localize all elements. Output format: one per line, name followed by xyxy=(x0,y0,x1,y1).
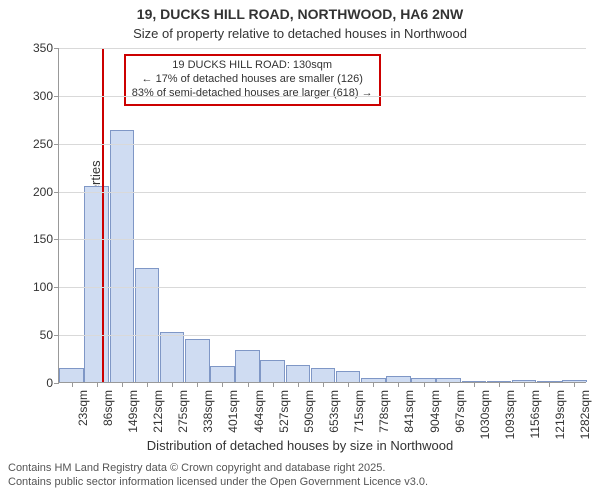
x-tick-mark xyxy=(147,382,148,387)
x-tick-mark xyxy=(348,382,349,387)
annotation-line-smaller: ← 17% of detached houses are smaller (12… xyxy=(132,73,373,87)
x-tick-label: 715sqm xyxy=(352,382,366,433)
x-tick-label: 23sqm xyxy=(76,382,90,426)
histogram-bar xyxy=(286,365,311,382)
histogram-bar xyxy=(185,339,210,382)
histogram-bar xyxy=(336,371,361,382)
x-tick-mark xyxy=(323,382,324,387)
x-tick-label: 967sqm xyxy=(453,382,467,433)
x-tick-mark xyxy=(172,382,173,387)
x-tick-label: 338sqm xyxy=(201,382,215,433)
histogram-bar xyxy=(235,350,260,382)
x-tick-mark xyxy=(524,382,525,387)
histogram-bar xyxy=(160,332,185,382)
annotation-title: 19 DUCKS HILL ROAD: 130sqm xyxy=(132,59,373,73)
y-tick-label: 350 xyxy=(33,41,59,55)
x-tick-label: 841sqm xyxy=(402,382,416,433)
y-tick-label: 0 xyxy=(46,376,59,390)
y-gridline xyxy=(59,96,586,97)
annotation-line-larger: 83% of semi-detached houses are larger (… xyxy=(132,87,373,101)
x-tick-label: 653sqm xyxy=(327,382,341,433)
x-tick-mark xyxy=(298,382,299,387)
chart-title-address: 19, DUCKS HILL ROAD, NORTHWOOD, HA6 2NW xyxy=(0,6,600,22)
histogram-chart: 19, DUCKS HILL ROAD, NORTHWOOD, HA6 2NW … xyxy=(0,0,600,500)
y-gridline xyxy=(59,144,586,145)
attribution-line: Contains public sector information licen… xyxy=(8,476,428,490)
y-tick-label: 200 xyxy=(33,185,59,199)
x-tick-label: 1093sqm xyxy=(503,382,517,439)
x-tick-label: 275sqm xyxy=(176,382,190,433)
attribution-footer: Contains HM Land Registry data © Crown c… xyxy=(8,462,428,490)
x-tick-mark xyxy=(72,382,73,387)
x-tick-mark xyxy=(97,382,98,387)
x-tick-mark xyxy=(474,382,475,387)
x-tick-label: 904sqm xyxy=(428,382,442,433)
property-marker-line xyxy=(102,48,104,382)
y-tick-label: 150 xyxy=(33,232,59,246)
x-tick-label: 590sqm xyxy=(302,382,316,433)
y-gridline xyxy=(59,48,586,49)
x-tick-label: 149sqm xyxy=(126,382,140,433)
histogram-bar xyxy=(84,186,109,382)
plot-area: 19 DUCKS HILL ROAD: 130sqm ← 17% of deta… xyxy=(58,48,586,383)
x-tick-label: 1030sqm xyxy=(478,382,492,439)
y-tick-label: 250 xyxy=(33,137,59,151)
x-tick-mark xyxy=(424,382,425,387)
histogram-bar xyxy=(59,368,84,382)
histogram-bar xyxy=(135,268,160,382)
x-tick-label: 401sqm xyxy=(226,382,240,433)
attribution-line: Contains HM Land Registry data © Crown c… xyxy=(8,462,428,476)
x-tick-label: 1156sqm xyxy=(528,382,542,438)
x-tick-mark xyxy=(449,382,450,387)
annotation-box: 19 DUCKS HILL ROAD: 130sqm ← 17% of deta… xyxy=(124,54,381,106)
y-gridline xyxy=(59,287,586,288)
x-tick-mark xyxy=(197,382,198,387)
y-gridline xyxy=(59,335,586,336)
x-tick-mark xyxy=(273,382,274,387)
x-tick-mark xyxy=(373,382,374,387)
x-tick-mark xyxy=(574,382,575,387)
x-tick-label: 86sqm xyxy=(101,382,115,426)
x-tick-mark xyxy=(398,382,399,387)
y-tick-label: 50 xyxy=(40,328,59,342)
x-tick-label: 464sqm xyxy=(252,382,266,433)
x-tick-mark xyxy=(222,382,223,387)
y-tick-label: 100 xyxy=(33,280,59,294)
chart-subtitle: Size of property relative to detached ho… xyxy=(0,26,600,41)
x-tick-label: 1282sqm xyxy=(578,382,592,439)
x-tick-label: 212sqm xyxy=(151,382,165,433)
histogram-bar xyxy=(260,360,285,382)
x-tick-mark xyxy=(549,382,550,387)
x-tick-mark xyxy=(122,382,123,387)
y-tick-label: 300 xyxy=(33,89,59,103)
y-gridline xyxy=(59,239,586,240)
histogram-bar xyxy=(210,366,235,382)
x-tick-mark xyxy=(248,382,249,387)
x-tick-label: 1219sqm xyxy=(553,382,567,439)
histogram-bar xyxy=(110,130,135,382)
x-tick-mark xyxy=(499,382,500,387)
histogram-bar xyxy=(311,368,336,382)
x-tick-label: 527sqm xyxy=(277,382,291,433)
x-tick-label: 778sqm xyxy=(377,382,391,433)
y-gridline xyxy=(59,192,586,193)
x-axis-label: Distribution of detached houses by size … xyxy=(0,438,600,453)
